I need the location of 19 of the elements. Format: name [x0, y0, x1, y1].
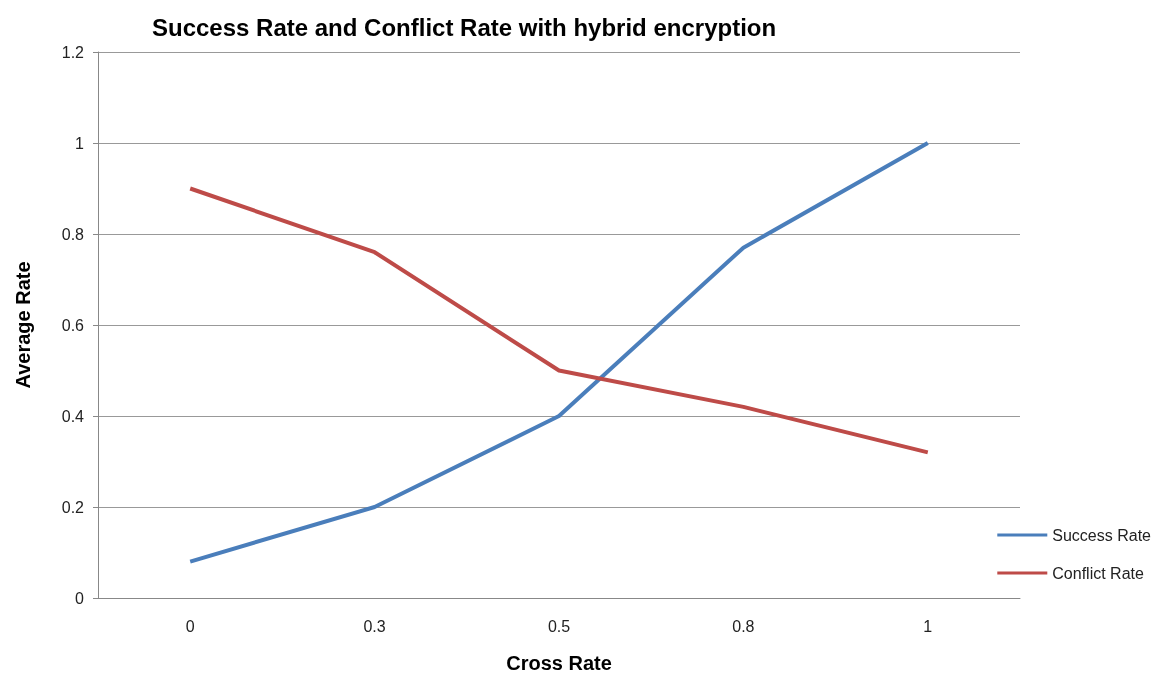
legend-label: Success Rate — [1052, 526, 1152, 544]
y-axis-title: Average Rate — [12, 261, 34, 389]
x-axis-title: Cross Rate — [506, 652, 612, 674]
line-series — [188, 186, 930, 455]
chart-title: Success Rate and Conflict Rate with hybrid encryption — [152, 13, 777, 41]
y-tick-label: 0.2 — [61, 498, 85, 516]
x-tick-label: 0.3 — [363, 617, 386, 635]
x-tick-label: 0 — [185, 617, 195, 635]
x-tick-label: 1 — [923, 617, 933, 635]
y-tick-label: 0 — [75, 589, 85, 607]
line-series — [188, 141, 930, 564]
y-tick-label: 0.8 — [61, 225, 85, 243]
y-tick-label: 0.6 — [61, 316, 85, 334]
x-tick-label: 0.5 — [547, 617, 571, 635]
legend-label: Conflict Rate — [1052, 564, 1144, 582]
y-tick-label: 0.4 — [61, 407, 85, 425]
x-tick-label: 0.8 — [732, 617, 755, 635]
y-tick-label: 1.2 — [61, 43, 85, 61]
y-tick-label: 1 — [75, 134, 85, 152]
